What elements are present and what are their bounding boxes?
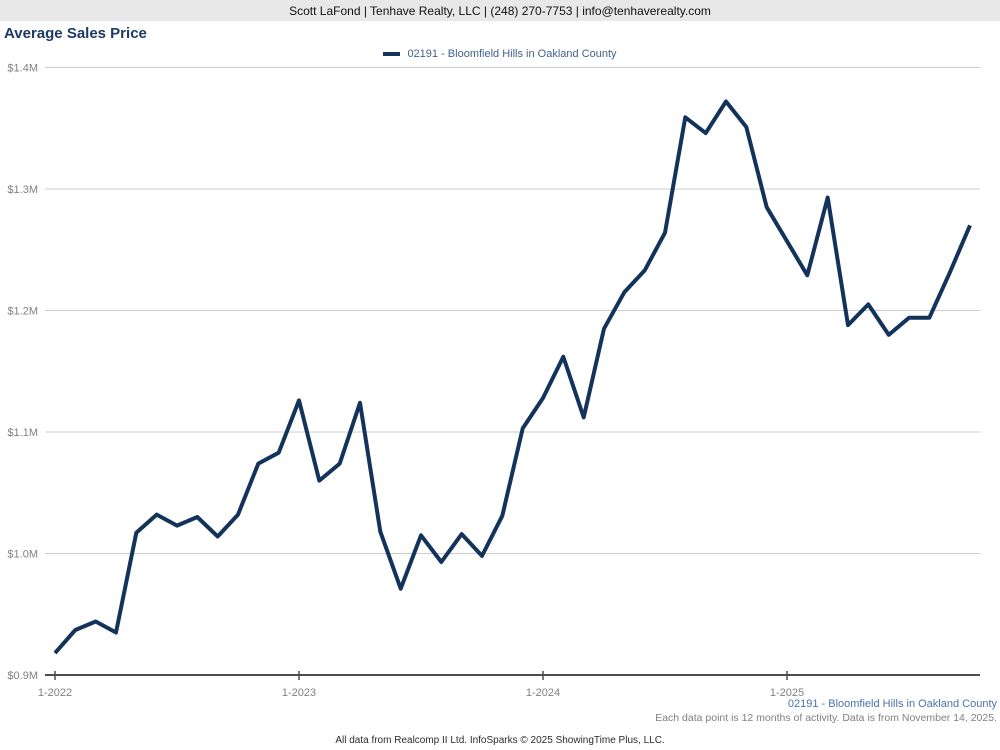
legend-line-swatch — [383, 52, 401, 56]
contact-header-bar: Scott LaFond | Tenhave Realty, LLC | (24… — [0, 0, 1000, 21]
y-axis-tick-label: $1.3M — [7, 184, 38, 196]
footnote-series-name: 02191 - Bloomfield Hills in Oakland Coun… — [787, 698, 997, 710]
y-axis-tick-label: $1.4M — [7, 63, 38, 75]
y-axis-tick-label: $0.9M — [7, 670, 38, 682]
x-axis-tick-label: 1-2022 — [38, 687, 72, 699]
sales-price-line — [53, 99, 972, 655]
footnote-data-note: Each data point is 12 months of activity… — [655, 712, 997, 724]
page-title: Average Sales Price — [4, 25, 147, 42]
legend-series-label: 02191 - Bloomfield Hills in Oakland Coun… — [407, 48, 617, 60]
y-axis-tick-label: $1.1M — [7, 427, 38, 439]
x-axis-tick-label: 1-2025 — [770, 687, 804, 699]
y-axis-tick-label: $1.0M — [7, 549, 38, 561]
contact-info-text: Scott LaFond | Tenhave Realty, LLC | (24… — [289, 3, 711, 18]
footer-attribution: All data from Realcomp II Ltd. InfoSpark… — [335, 735, 665, 746]
x-axis-tick-label: 1-2024 — [526, 687, 560, 699]
chart-legend: 02191 - Bloomfield Hills in Oakland Coun… — [0, 47, 1000, 61]
y-axis-tick-label: $1.2M — [7, 306, 38, 318]
x-axis-tick-label: 1-2023 — [282, 687, 316, 699]
